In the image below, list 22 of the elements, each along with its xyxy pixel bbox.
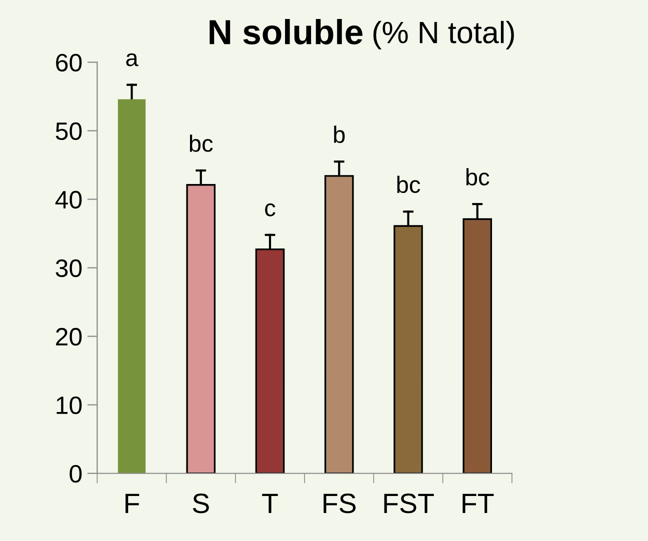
x-tick-label: S	[192, 494, 209, 514]
chart-subtitle: (% N total)	[373, 20, 514, 50]
y-tick-label: 60	[56, 54, 82, 72]
x-tick-label: FS	[324, 494, 356, 514]
annotation: bc	[397, 176, 420, 194]
annotation: bc	[466, 168, 490, 186]
y-tick-label: 0	[70, 464, 82, 483]
x-tick-label: T	[262, 494, 278, 513]
x-tick-label: F	[126, 494, 140, 513]
y-tick-label: 20	[56, 328, 82, 346]
y-tick-label: 50	[56, 122, 82, 140]
annotation: a	[126, 53, 138, 66]
x-tick-label: FT	[462, 494, 494, 513]
y-tick-label: 10	[56, 396, 82, 414]
y-tick-label: 40	[55, 190, 82, 209]
annotation: b	[334, 126, 345, 144]
bar	[118, 99, 146, 474]
chart-title: N soluble	[210, 18, 362, 44]
x-tick-label: FST	[384, 494, 434, 514]
y-tick-label: 30	[56, 259, 82, 278]
annotation: bc	[190, 134, 213, 152]
annotation: c	[265, 203, 276, 216]
